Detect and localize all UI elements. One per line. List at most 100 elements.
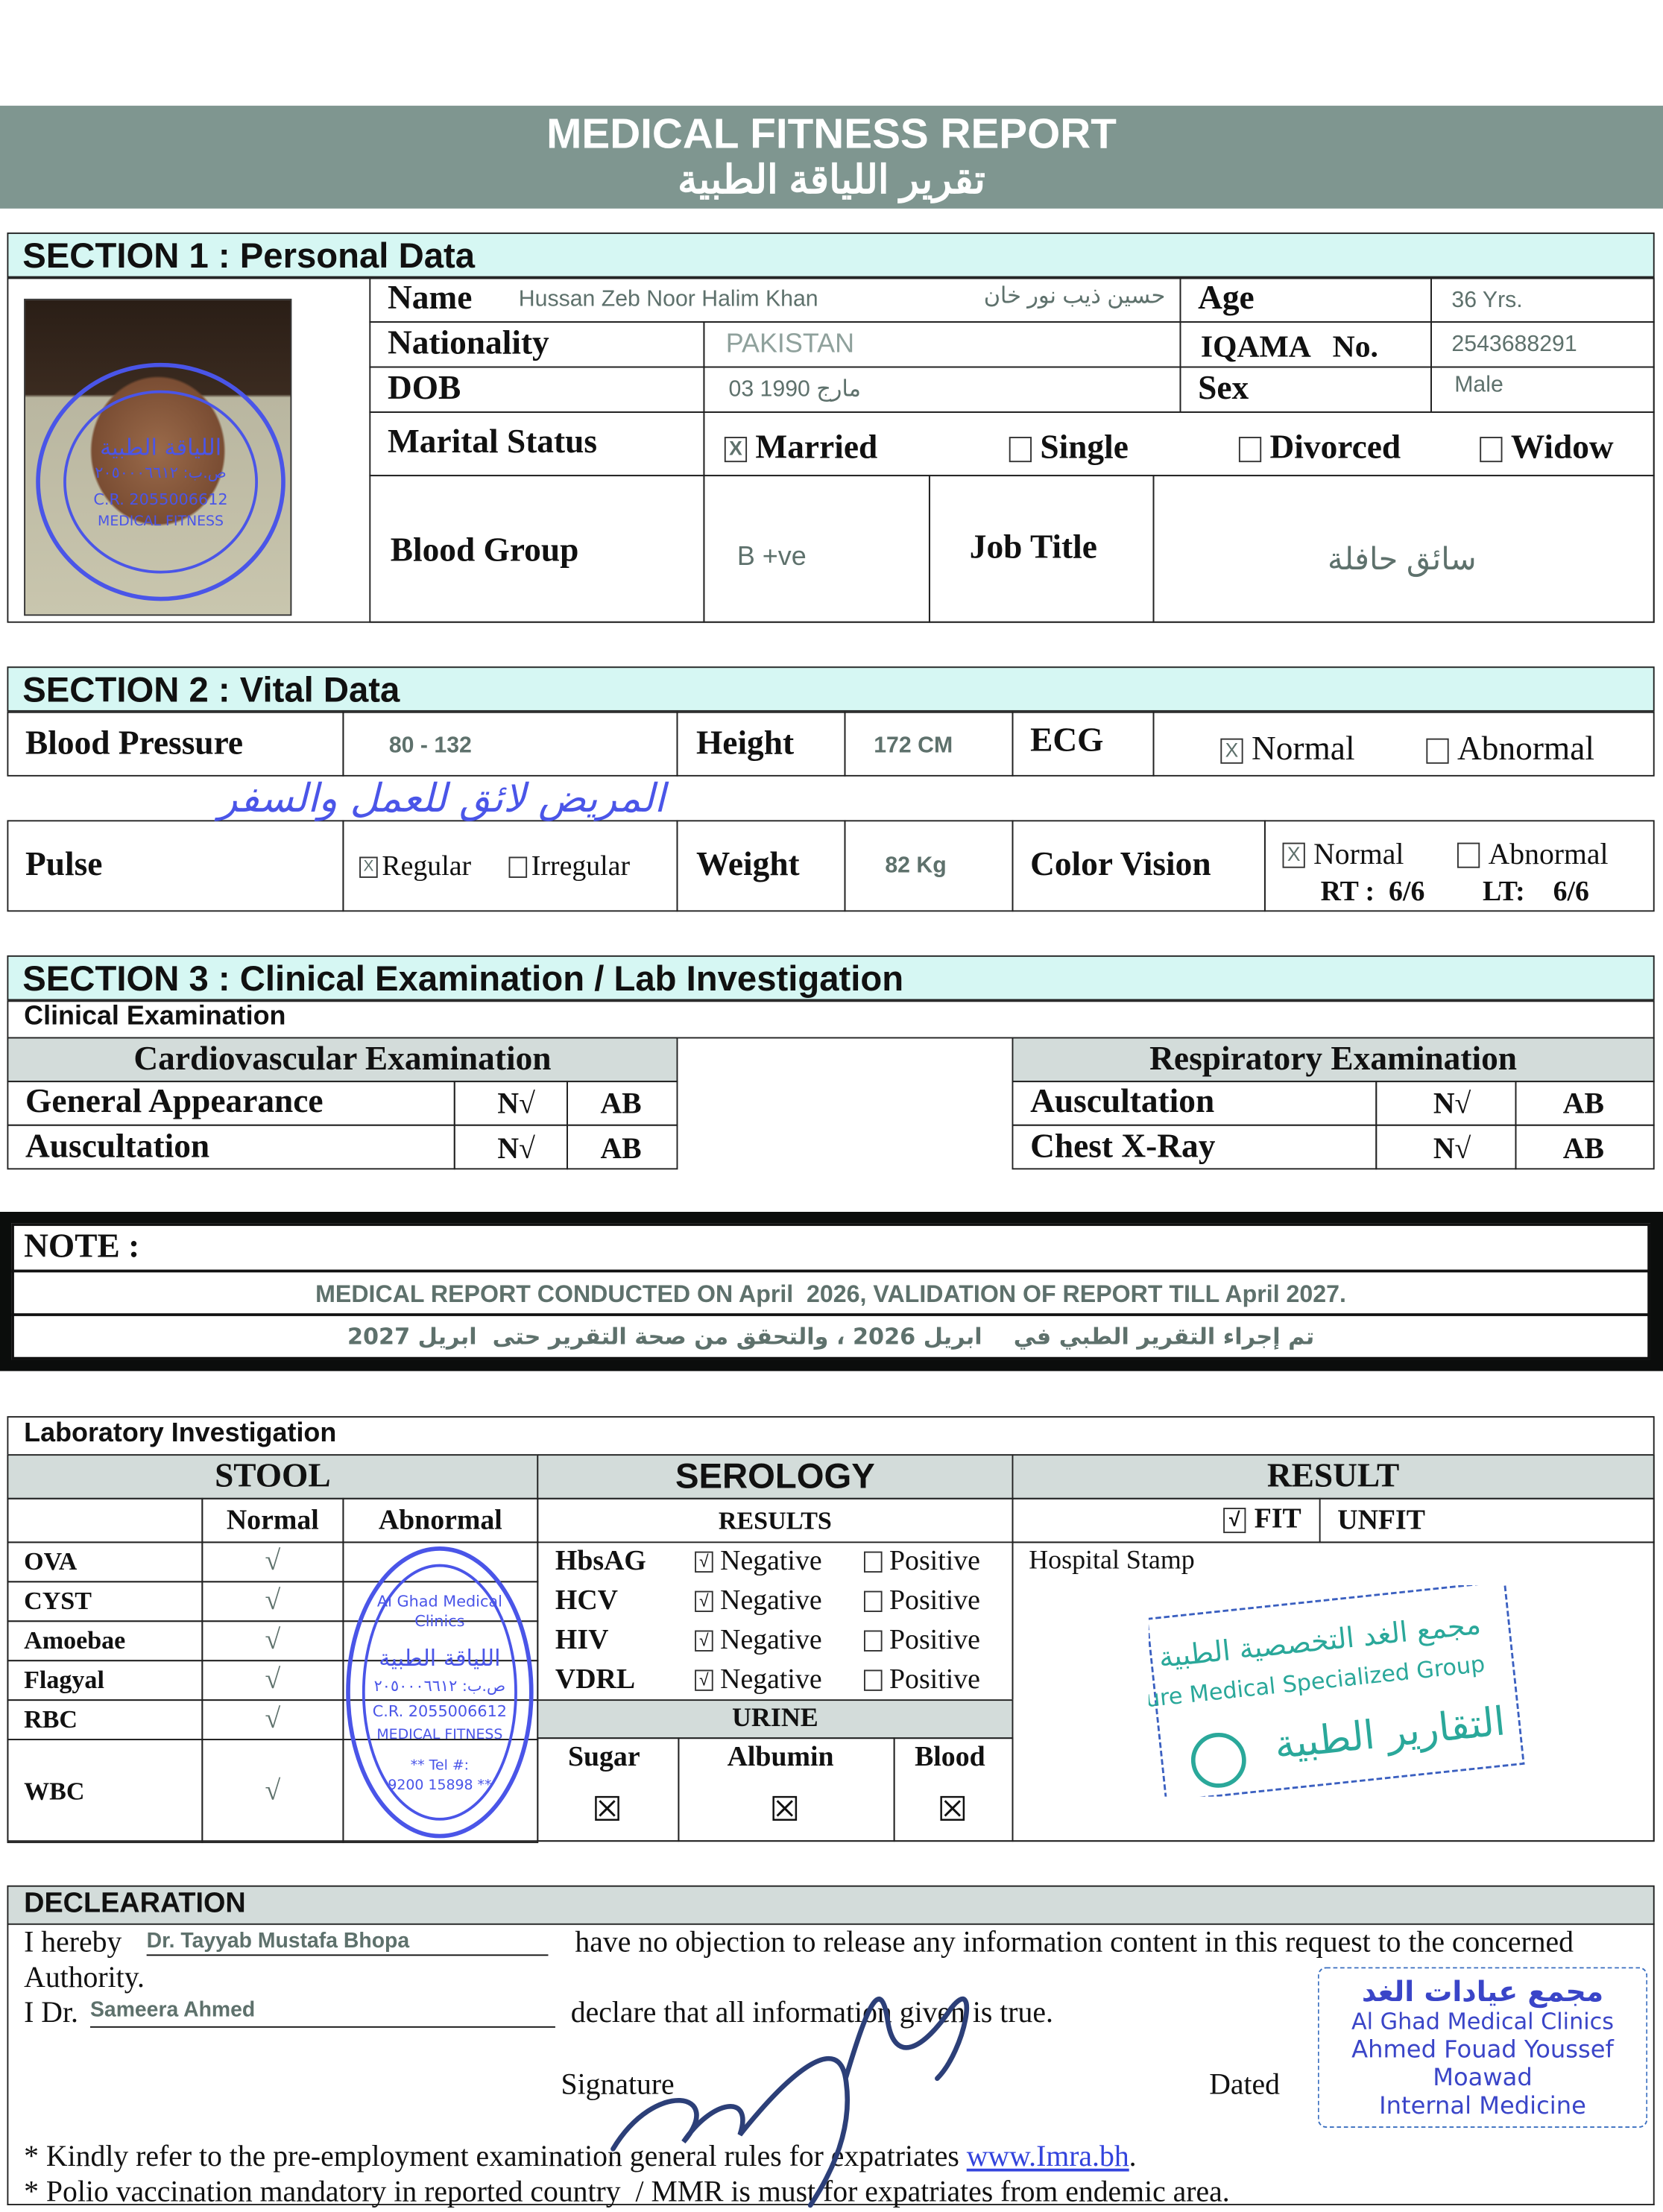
checkbox[interactable]: [1238, 436, 1262, 462]
checkbox[interactable]: [1009, 436, 1032, 462]
option-label: Positive: [889, 1624, 980, 1656]
ecg-normal-option[interactable]: X Normal: [1220, 731, 1355, 769]
cv-normal-option[interactable]: X Normal: [1282, 837, 1404, 872]
stool-normal-mark[interactable]: √: [265, 1775, 281, 1806]
cardio-normal-mark[interactable]: N√: [497, 1131, 535, 1166]
checkbox[interactable]: [508, 856, 528, 878]
cv-abnormal-option[interactable]: Abnormal: [1457, 837, 1609, 872]
blood-group-value: B +ve: [736, 542, 807, 572]
pulse-regular-option[interactable]: X Regular: [359, 851, 471, 883]
checkbox[interactable]: √: [695, 1590, 713, 1612]
serology-positive-option[interactable]: Positive: [863, 1541, 980, 1582]
stool-row-label: Flagyal: [24, 1665, 104, 1694]
checkbox[interactable]: √: [695, 1630, 713, 1652]
handwritten-fit-note: المريض لائق للعمل والسفر: [218, 774, 666, 822]
pulse-irregular-option[interactable]: Irregular: [508, 851, 630, 883]
urine-sugar-label: Sugar: [567, 1741, 640, 1773]
serology-negative-option[interactable]: √ Negative: [695, 1541, 822, 1582]
marital-divorced-option[interactable]: Divorced: [1238, 429, 1401, 468]
urine-sugar-mark[interactable]: ☒: [592, 1792, 622, 1830]
option-label: Normal: [1251, 731, 1355, 768]
checkbox[interactable]: X: [359, 856, 378, 878]
marital-single-option[interactable]: Single: [1009, 430, 1129, 468]
resp-normal-mark[interactable]: N√: [1433, 1131, 1471, 1166]
color-vision-label: Color Vision: [1030, 847, 1211, 884]
checkbox[interactable]: [863, 1590, 883, 1612]
declare-text: declare that all information given is tr…: [570, 1995, 1053, 2029]
stool-normal-mark[interactable]: √: [265, 1703, 281, 1735]
option-label: Abnormal: [1488, 837, 1609, 871]
option-label: Divorced: [1269, 429, 1401, 467]
resp-abnormal-mark[interactable]: AB: [1562, 1131, 1604, 1166]
serology-positive-option[interactable]: Positive: [863, 1581, 980, 1622]
fit-option[interactable]: √ FIT: [1223, 1503, 1301, 1535]
serology-negative-option[interactable]: √ Negative: [695, 1581, 822, 1622]
cardiovascular-header: Cardiovascular Examination: [7, 1037, 678, 1083]
marital-widow-option[interactable]: Widow: [1480, 430, 1614, 468]
svg-text:ص.ب: ٢٠٥٠٠٠٦٦١٢: ص.ب: ٢٠٥٠٠٠٦٦١٢: [95, 464, 227, 481]
checkbox[interactable]: [1457, 841, 1480, 868]
option-label: Married: [755, 429, 878, 467]
checkbox[interactable]: [863, 1630, 883, 1652]
dated-label: Dated: [1209, 2067, 1281, 2102]
checkbox[interactable]: [863, 1551, 883, 1573]
serology-positive-option[interactable]: Positive: [863, 1620, 980, 1661]
stool-normal-mark[interactable]: √: [265, 1546, 281, 1577]
checkbox[interactable]: √: [695, 1551, 713, 1573]
cardio-normal-mark[interactable]: N√: [497, 1086, 535, 1121]
urine-albumin-mark[interactable]: ☒: [769, 1792, 801, 1830]
option-label: Regular: [382, 850, 472, 882]
weight-value: 82 Kg: [885, 853, 947, 878]
section-3-header: SECTION 3 : Clinical Examination / Lab I…: [7, 955, 1655, 1001]
urine-albumin-label: Albumin: [727, 1741, 834, 1773]
option-label: Negative: [720, 1663, 822, 1696]
signature: [610, 1996, 970, 2208]
round-stamp-lab: Al Ghad Medical Clinics اللياقة الطبية ص…: [346, 1546, 534, 1839]
option-label: FIT: [1254, 1503, 1301, 1535]
resp-abnormal-mark[interactable]: AB: [1562, 1086, 1604, 1121]
checkbox[interactable]: [1426, 737, 1449, 763]
checkbox[interactable]: X: [724, 436, 748, 462]
height-label: Height: [696, 725, 795, 762]
footnote-text: * Kindly refer to the pre-employment exa…: [24, 2139, 967, 2173]
svg-text:اللياقة الطبية: اللياقة الطبية: [379, 1646, 500, 1672]
svg-text:9200 15898 **: 9200 15898 **: [388, 1777, 491, 1793]
doctor-stamp-specialty: Internal Medicine: [1379, 2092, 1586, 2121]
cardio-abnormal-mark[interactable]: AB: [600, 1131, 642, 1166]
checkbox[interactable]: X: [1282, 841, 1305, 868]
stool-normal-mark[interactable]: √: [265, 1585, 281, 1617]
doctor1-field[interactable]: Dr. Tayyab Mustafa Bhopa: [146, 1929, 549, 1956]
serology-negative-option[interactable]: √ Negative: [695, 1620, 822, 1661]
unfit-option[interactable]: UNFIT: [1337, 1505, 1425, 1536]
checkbox[interactable]: √: [695, 1669, 713, 1691]
checkbox[interactable]: √: [1223, 1507, 1246, 1533]
checkbox[interactable]: X: [1220, 737, 1243, 763]
declaration-title: DECLEARATION: [24, 1888, 246, 1920]
stool-header: STOOL: [7, 1454, 539, 1500]
checkbox[interactable]: [863, 1669, 883, 1691]
imra-link[interactable]: www.Imra.bh: [966, 2139, 1129, 2173]
resp-normal-mark[interactable]: N√: [1433, 1086, 1471, 1121]
job-title-label: Job Title: [969, 529, 1097, 567]
serology-positive-option[interactable]: Positive: [863, 1660, 980, 1701]
stool-normal-mark[interactable]: √: [265, 1663, 281, 1696]
svg-text:اللياقة الطبية: اللياقة الطبية: [100, 435, 221, 461]
section-1-header: SECTION 1 : Personal Data: [7, 232, 1655, 278]
checkbox[interactable]: [1480, 436, 1503, 462]
urine-blood-mark[interactable]: ☒: [937, 1792, 968, 1830]
cardio-abnormal-mark[interactable]: AB: [600, 1086, 642, 1121]
ecg-abnormal-option[interactable]: Abnormal: [1426, 731, 1594, 769]
serology-negative-option[interactable]: √ Negative: [695, 1660, 822, 1701]
dob-label: DOB: [387, 370, 461, 408]
marital-married-option[interactable]: X Married: [724, 429, 878, 468]
svg-text:Clinics: Clinics: [414, 1612, 464, 1630]
stool-normal-mark[interactable]: √: [265, 1624, 281, 1656]
footnote-1: * Kindly refer to the pre-employment exa…: [24, 2139, 1136, 2174]
resp-row-label: Auscultation: [1030, 1083, 1215, 1121]
name-arabic-value: حسين ذيب نور خان: [983, 284, 1166, 309]
report-title: MEDICAL FITNESS REPORT: [546, 110, 1117, 157]
doctor2-field[interactable]: Sameera Ahmed: [90, 1998, 555, 2028]
pulse-label: Pulse: [25, 847, 103, 884]
section-2-header: SECTION 2 : Vital Data: [7, 666, 1655, 712]
footnote-end: .: [1129, 2139, 1137, 2173]
